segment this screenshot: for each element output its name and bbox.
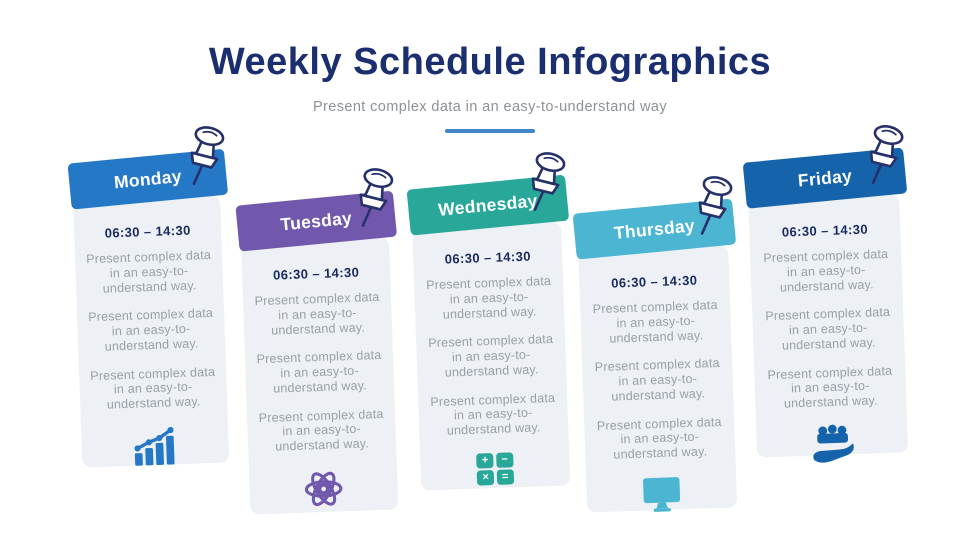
day-card-thursday: 06:30 – 14:30 Present complex data in an…: [572, 176, 739, 515]
description-text: Present complex data in an easy-to-under…: [425, 273, 552, 322]
description-text: Present complex data in an easy-to-under…: [767, 363, 893, 411]
calc-plus-cell: +: [476, 452, 494, 469]
pushpin-icon: [523, 149, 577, 221]
calc-equals-cell: =: [496, 469, 514, 486]
time-range: 06:30 – 14:30: [104, 222, 192, 241]
atom-icon: [300, 465, 348, 513]
time-range: 06:30 – 14:30: [272, 264, 360, 283]
description-text: Present complex data in an easy-to-under…: [90, 364, 216, 412]
day-card-monday: 06:30 – 14:30 Present complex data in an…: [67, 126, 232, 468]
pushpin-icon: [861, 122, 915, 194]
calc-multiply-cell: ×: [476, 470, 495, 486]
card-body: 06:30 – 14:30 Present complex data in an…: [578, 245, 738, 515]
description-text: Present complex data in an easy-to-under…: [430, 390, 556, 438]
day-card-wednesday: 06:30 – 14:30 Present complex data in an…: [406, 152, 573, 491]
description-text: Present complex data in an easy-to-under…: [428, 332, 554, 380]
bar-chart-icon: [130, 423, 179, 467]
day-label: Friday: [796, 165, 853, 191]
monitor-icon: [638, 473, 685, 515]
description-text: Present complex data in an easy-to-under…: [87, 306, 214, 354]
card-body: 06:30 – 14:30 Present complex data in an…: [748, 194, 909, 463]
description-text: Present complex data in an easy-to-under…: [763, 246, 889, 295]
description-text: Present complex data in an easy-to-under…: [592, 297, 718, 346]
pushpin-icon: [350, 165, 404, 237]
pushpin-icon: [182, 123, 236, 195]
hand-people-icon: [808, 422, 858, 468]
description-text: Present complex data in an easy-to-under…: [596, 414, 722, 462]
calc-minus-cell: −: [495, 451, 514, 468]
page-subtitle: Present complex data in an easy-to-under…: [312, 99, 668, 115]
time-range: 06:30 – 14:30: [444, 248, 532, 267]
card-body: 06:30 – 14:30 Present complex data in an…: [240, 237, 399, 515]
description-text: Present complex data in an easy-to-under…: [85, 247, 212, 296]
day-card-tuesday: 06:30 – 14:30 Present complex data in an…: [235, 168, 401, 515]
description-text: Present complex data in an easy-to-under…: [765, 305, 891, 353]
calculator-icon: + − × =: [476, 449, 514, 489]
description-text: Present complex data in an easy-to-under…: [594, 356, 720, 404]
description-text: Present complex data in an easy-to-under…: [256, 348, 382, 396]
pushpin-icon: [690, 173, 744, 245]
description-text: Present complex data in an easy-to-under…: [254, 289, 380, 338]
time-range: 06:30 – 14:30: [781, 221, 869, 240]
card-body: 06:30 – 14:30 Present complex data in an…: [73, 195, 230, 468]
page-title: Weekly Schedule Infographics: [208, 41, 772, 83]
day-card-friday: 06:30 – 14:30 Present complex data in an…: [742, 125, 910, 463]
description-text: Present complex data in an easy-to-under…: [258, 406, 384, 454]
card-body: 06:30 – 14:30 Present complex data in an…: [412, 221, 571, 491]
title-divider: [445, 129, 535, 133]
time-range: 06:30 – 14:30: [610, 272, 698, 291]
